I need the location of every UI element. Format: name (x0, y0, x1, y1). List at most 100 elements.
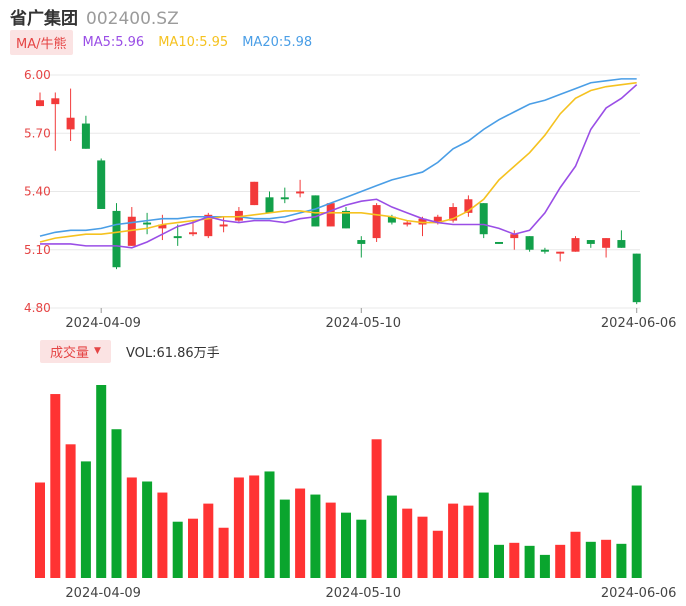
ma5-line (40, 84, 638, 249)
volume-bar (310, 494, 321, 578)
candle-body (219, 224, 228, 227)
candle-body (571, 238, 580, 252)
price-grid (30, 74, 640, 309)
volume-bar (631, 485, 642, 578)
x-tick-label: 2024-06-06 (601, 316, 677, 331)
volume-bar (432, 530, 443, 578)
volume-bar (203, 503, 214, 578)
volume-bar (172, 521, 183, 578)
volume-bar (35, 482, 45, 578)
volume-toggle-button[interactable]: 成交量 ▼ (40, 339, 111, 363)
candle-body (112, 210, 121, 268)
x-tick-label: 2024-05-10 (326, 316, 402, 331)
candlestick-series (36, 88, 641, 305)
volume-series (35, 385, 642, 578)
y-tick-label: 4.80 (24, 301, 51, 315)
moving-average-lines (39, 78, 638, 249)
candle-body (66, 117, 75, 130)
volume-bar (524, 545, 535, 578)
volume-toggle-label: 成交量 (50, 345, 90, 361)
candle-body (617, 240, 626, 248)
candle-body (234, 210, 243, 221)
volume-bar (295, 488, 306, 578)
ma20-line (39, 78, 637, 237)
candle-body (449, 207, 458, 221)
candle-body (433, 216, 442, 223)
candle-body (357, 240, 366, 244)
volume-bar (50, 394, 61, 578)
y-tick-label: 5.10 (24, 243, 51, 257)
ma-toggle-button[interactable]: MA/牛熊 (10, 29, 73, 55)
candle-body (143, 222, 152, 225)
candle-body (250, 181, 259, 206)
volume-bar (218, 527, 229, 578)
volume-bar (80, 461, 91, 578)
volume-bar (65, 444, 76, 578)
candle-body (525, 236, 534, 250)
volume-bar (570, 531, 581, 578)
candle-body (326, 203, 335, 227)
volume-bar (356, 519, 367, 578)
volume-bar (233, 477, 244, 578)
candle-body (81, 123, 90, 149)
volume-bar (249, 475, 260, 578)
ma20-label: MA20:5.98 (242, 34, 313, 50)
volume-bar (111, 429, 122, 578)
candle-body (403, 222, 412, 225)
volume-bar (616, 543, 627, 578)
candle-body (586, 240, 595, 244)
volume-bar (494, 544, 504, 578)
x-tick-label: 2024-04-09 (65, 316, 141, 331)
stock-code: 002400.SZ (86, 9, 179, 29)
candle-body (189, 232, 197, 235)
stock-name: 省广集团 (10, 9, 78, 29)
price-axis: 6.00 5.70 5.40 5.10 4.80 (24, 68, 51, 315)
candle-body (173, 236, 182, 239)
candle-body (556, 251, 565, 254)
candle-body (280, 197, 289, 200)
volume-bar (417, 516, 428, 578)
volume-bar (279, 499, 290, 578)
caret-down-icon: ▼ (94, 346, 101, 356)
x-tick-label: 2024-06-06 (601, 586, 677, 601)
candle-body (464, 199, 473, 213)
candle-body (158, 224, 167, 229)
candle-body (495, 241, 503, 244)
ma5-label: MA5:5.96 (82, 34, 145, 50)
price-date-axis: 2024-04-09 2024-05-10 2024-06-06 (65, 308, 676, 331)
candle-body (342, 210, 350, 229)
candle-body (540, 249, 549, 252)
candle-body (204, 214, 213, 237)
volume-bar (96, 385, 107, 578)
x-tick-label: 2024-04-09 (65, 586, 141, 601)
volume-legend: 成交量 ▼ VOL:61.86万手 (40, 339, 220, 363)
volume-bar (188, 518, 198, 578)
volume-bar (402, 508, 413, 578)
candle-body (127, 216, 136, 246)
candle-body (97, 160, 106, 209)
y-tick-label: 5.70 (24, 126, 51, 140)
volume-bar (126, 477, 137, 578)
stock-title-row: 省广集团 002400.SZ (10, 4, 179, 29)
volume-bar (555, 544, 566, 578)
volume-bar (448, 503, 459, 578)
y-tick-label: 6.00 (24, 68, 51, 82)
ma-legend: MA/牛熊 MA5:5.96 MA10:5.95 MA20:5.98 (10, 29, 326, 55)
candle-body (602, 238, 611, 248)
candle-body (510, 234, 519, 239)
volume-value-label: VOL:61.86万手 (125, 345, 220, 361)
volume-bar (341, 512, 351, 578)
volume-bar (386, 495, 397, 578)
candle-body (265, 197, 274, 213)
candle-body (632, 253, 641, 303)
candle-body (372, 205, 381, 239)
ma10-label: MA10:5.95 (158, 34, 229, 50)
volume-bar (463, 505, 474, 578)
candle-body (479, 203, 488, 235)
volume-bar (509, 542, 520, 578)
volume-bar (539, 554, 550, 578)
candle-body (311, 195, 320, 227)
y-tick-label: 5.40 (24, 185, 51, 199)
x-tick-label: 2024-05-10 (326, 586, 402, 601)
